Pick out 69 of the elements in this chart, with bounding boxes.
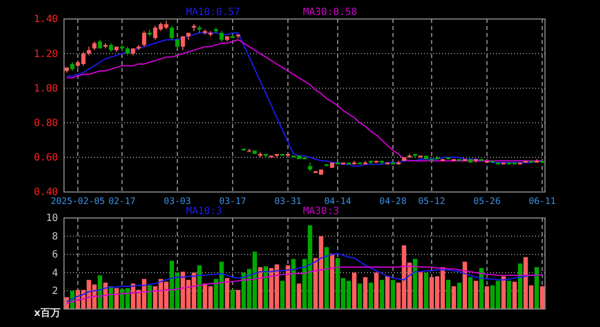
x-tick-label: 02-17 (108, 197, 136, 207)
bar (368, 282, 374, 309)
candlestick (175, 38, 180, 49)
candlestick (170, 25, 174, 40)
y-tick-label: 2 (52, 286, 58, 297)
x-tick-label: 05-26 (473, 197, 500, 207)
x-tick-label: 03-03 (164, 197, 191, 207)
series-label: MA10:0.57 (186, 7, 240, 18)
text: MA10:3 (186, 206, 222, 217)
bar (380, 280, 384, 309)
bar (484, 286, 490, 309)
text: MA30:0.58 (303, 7, 358, 18)
bar (412, 258, 418, 309)
bar (230, 290, 235, 309)
x-tick-label: 03-31 (274, 197, 302, 207)
bar (280, 280, 285, 309)
bar (330, 253, 334, 309)
bar (518, 264, 522, 309)
bar (452, 286, 456, 309)
bar (457, 282, 462, 309)
bar (258, 267, 262, 309)
y-tick-label: 1.20 (34, 48, 58, 60)
bar (390, 280, 396, 309)
bar (468, 277, 473, 309)
line-series (66, 266, 543, 304)
y-tick-label: 8 (52, 231, 58, 242)
bar (446, 280, 450, 309)
bar (197, 265, 202, 309)
candlestick (142, 30, 146, 48)
bar (534, 267, 539, 309)
bar (98, 275, 102, 309)
bar (224, 278, 230, 309)
x-tick-label: 2025-02-05 (50, 197, 105, 207)
bar (363, 277, 368, 309)
bar (474, 280, 478, 309)
bar (374, 272, 379, 309)
bar (264, 266, 268, 309)
bar (506, 280, 512, 309)
bar (385, 276, 390, 309)
y-tick-label: 10 (46, 213, 58, 224)
bar (352, 272, 356, 309)
bar (512, 282, 517, 309)
y-tick-label: 4 (52, 268, 58, 279)
bar (147, 285, 152, 309)
bar (291, 258, 296, 309)
y-tick-label: 1.00 (34, 83, 58, 94)
bar (462, 262, 468, 309)
y-tick-label: 0.60 (34, 152, 58, 164)
bar (236, 290, 240, 309)
x-tick-label: 06-11 (528, 197, 556, 207)
text: MA30:3 (303, 206, 340, 217)
y-tick-label: 0.80 (34, 118, 58, 129)
bar (358, 284, 362, 309)
y-axis-title: x百万 (34, 308, 60, 319)
bar (418, 272, 423, 309)
y-tick-label: 0.40 (34, 187, 58, 198)
x-tick-label: 04-14 (324, 197, 352, 207)
bar (424, 272, 428, 309)
y-tick-label: 6 (52, 250, 58, 261)
bar (324, 247, 329, 309)
x-tick-label: 05-12 (418, 197, 446, 207)
candlestick (219, 30, 224, 42)
candlestick (180, 36, 185, 51)
y-tick-label: 1.40 (34, 14, 58, 26)
x-tick-label: 04-28 (379, 197, 407, 207)
x-tick-label: 03-17 (219, 197, 246, 207)
bar (286, 265, 290, 309)
bar (479, 268, 484, 309)
bar (540, 286, 544, 309)
